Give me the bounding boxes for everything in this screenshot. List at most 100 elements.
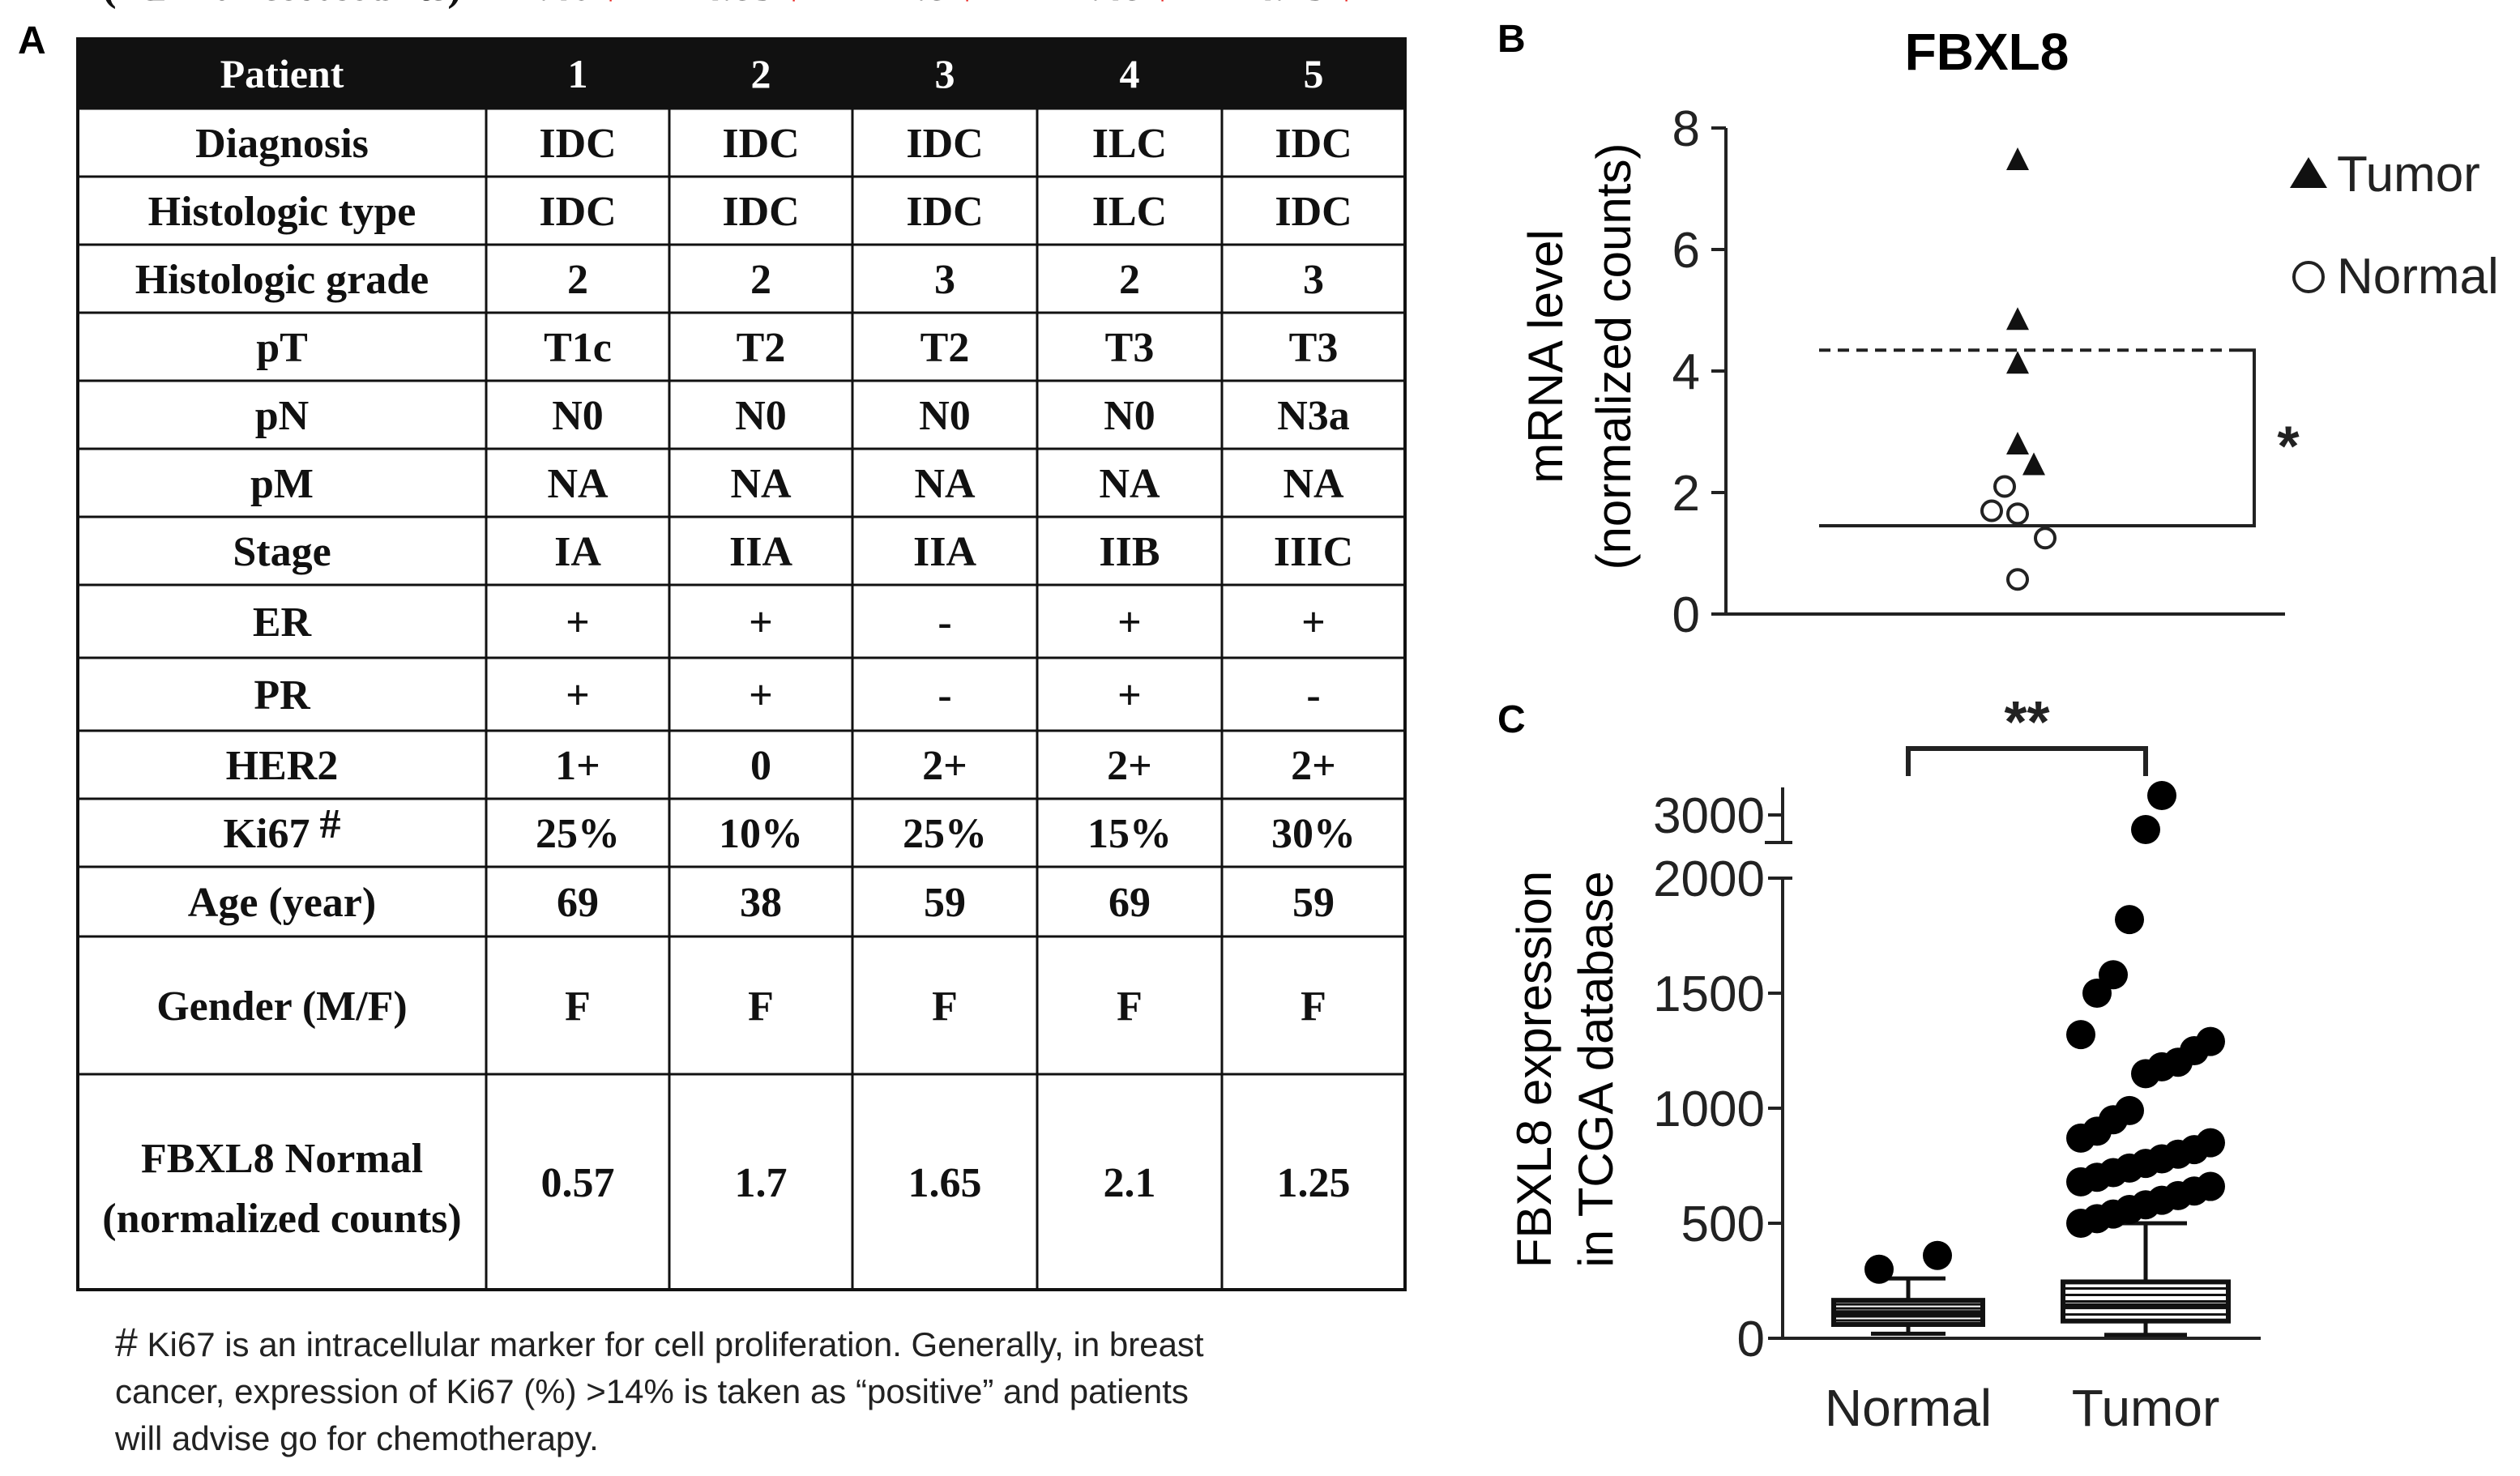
table-cell: 3 xyxy=(934,257,955,303)
table-cell: IDC xyxy=(722,189,799,235)
table-cell: + xyxy=(566,672,590,719)
table-cell: NA xyxy=(1099,461,1160,507)
table-row: ER + + - + + xyxy=(253,599,1326,646)
y-tick-label: 2 xyxy=(1672,466,1700,522)
tumor-point xyxy=(2006,147,2029,170)
table-cell: IDC xyxy=(906,189,983,235)
chart-b-title: FBXL8 xyxy=(1905,23,2069,81)
normal-point xyxy=(1993,475,2016,498)
table-cell: 69 xyxy=(557,880,599,926)
table-cell: 38 xyxy=(740,880,782,926)
normal-point xyxy=(2034,527,2057,550)
table-cell: 30% xyxy=(1271,811,1356,857)
row-label: pN xyxy=(255,393,309,439)
table-cell: + xyxy=(1117,672,1142,719)
table-cell: 69 xyxy=(1108,880,1151,926)
row-label-sub: (normalized counts) xyxy=(102,1196,461,1242)
table-cell: ILC xyxy=(1092,189,1167,235)
significance-bracket xyxy=(2236,348,2256,527)
outlier-point xyxy=(2066,1020,2095,1050)
panel-a-label: A xyxy=(18,19,46,62)
footnote-text-1: Ki67 is an intracellular marker for cell… xyxy=(147,1325,1204,1363)
table-cell: N0 xyxy=(735,393,787,439)
footnote-line-1: # Ki67 is an intracellular marker for ce… xyxy=(115,1319,1403,1368)
row-label: pM xyxy=(250,461,314,507)
tumor-point xyxy=(2006,351,2029,374)
tumor-point xyxy=(2022,452,2045,476)
row-label: Gender (M/F) xyxy=(156,983,408,1030)
significance-bracket xyxy=(1906,746,2148,776)
table-row: Gender (M/F) F F F F F xyxy=(156,983,1326,1030)
table-cell: NA xyxy=(1283,461,1344,507)
table-cell: IDC xyxy=(539,121,616,167)
tumor-point xyxy=(2006,432,2029,454)
table-header-patient: Patient xyxy=(220,51,344,96)
row-label: HER2 xyxy=(226,743,339,789)
table-cell: NA xyxy=(914,461,976,507)
row-label: FBXL8 Tumor xyxy=(149,0,415,10)
table-row: PR + + - + - xyxy=(254,672,1320,719)
legend-normal-marker xyxy=(2292,261,2325,293)
table-cell: 25% xyxy=(536,811,620,857)
table-header-patient-1: 1 xyxy=(568,51,588,96)
table-cell: N0 xyxy=(552,393,604,439)
table-cell: IA xyxy=(554,529,601,575)
table-cell: 2+ xyxy=(922,743,967,789)
table-row: FBXL8 Tumor(normalized counts) 2.46↑ 4.85↑… xyxy=(102,0,1357,11)
increase-arrow-icon: ↑ xyxy=(783,0,805,11)
table-header-patient-3: 3 xyxy=(935,51,955,96)
row-label: FBXL8 Normal xyxy=(141,1136,423,1182)
outlier-point xyxy=(2131,815,2160,844)
table-cell: 0.57 xyxy=(541,1160,615,1206)
significance-label: ** xyxy=(2004,690,2049,755)
table-cell: 2.1 xyxy=(1104,1160,1156,1206)
y-tick-label: 1500 xyxy=(1653,966,1765,1022)
table-row: pN N0 N0 N0 N0 N3a xyxy=(255,393,1350,439)
increase-arrow-icon: ↑ xyxy=(600,0,622,11)
legend-normal-label: Normal xyxy=(2337,249,2499,305)
footnote-line-2: cancer, expression of Ki67 (%) >14% is t… xyxy=(115,1372,1189,1410)
table-cell: + xyxy=(749,672,773,719)
table-cell: 25% xyxy=(903,811,987,857)
table-cell: 1.7 xyxy=(735,1160,788,1206)
table-cell: + xyxy=(749,599,773,646)
table-cell: T1c xyxy=(544,325,612,371)
y-tick-label: 500 xyxy=(1681,1197,1765,1252)
table-cell: 0 xyxy=(750,743,771,789)
row-label: Diagnosis xyxy=(195,121,369,167)
table-cell: 59 xyxy=(924,880,966,926)
outlier-point xyxy=(2196,1026,2225,1056)
table-cell: ILC xyxy=(1092,121,1167,167)
table-cell: 10% xyxy=(719,811,803,857)
table-row: pT T1c T2 T2 T3 T3 xyxy=(256,325,1338,371)
normal-point xyxy=(2006,502,2029,526)
y-tick-label: 6 xyxy=(1672,223,1700,279)
tumor-point xyxy=(2006,307,2029,331)
table-cell: F xyxy=(565,983,591,1030)
table-row: Histologic grade 2 2 3 2 3 xyxy=(135,257,1324,303)
table-header-patient-5: 5 xyxy=(1304,51,1324,96)
increase-arrow-icon: ↑ xyxy=(1335,0,1358,11)
outlier-point xyxy=(2196,1171,2225,1201)
table-cell: IDC xyxy=(722,121,799,167)
table-row: Histologic type IDC IDC IDC ILC IDC xyxy=(148,189,1352,235)
table-cell: T3 xyxy=(1105,325,1155,371)
footnote-mark: # xyxy=(115,1320,138,1365)
table-cell: IIA xyxy=(913,529,976,575)
row-label: Histologic grade xyxy=(135,257,429,303)
fbxl8-mrna-scatter-chart: FBXL8 mRNA level (normalized counts) 0 2 4… xyxy=(1518,23,2499,643)
table-cell: 1.25 xyxy=(1277,1160,1351,1206)
y-tick-label: 3000 xyxy=(1653,788,1765,844)
box-normal xyxy=(1831,1240,1985,1336)
table-cell: + xyxy=(566,599,590,646)
table-cell: T2 xyxy=(737,325,786,371)
table-header-bg xyxy=(78,39,1405,109)
table-row: FBXL8 Normal (normalized counts) 0.57 1.7 1.… xyxy=(102,1136,1350,1242)
outlier-point xyxy=(2099,960,2128,990)
table-cell: 2 xyxy=(1119,257,1140,303)
outlier-point xyxy=(1864,1254,1894,1284)
table-cell: 1.65 xyxy=(908,1160,982,1206)
table-cell: T3 xyxy=(1289,325,1339,371)
x-category-label: Tumor xyxy=(2072,1379,2220,1437)
